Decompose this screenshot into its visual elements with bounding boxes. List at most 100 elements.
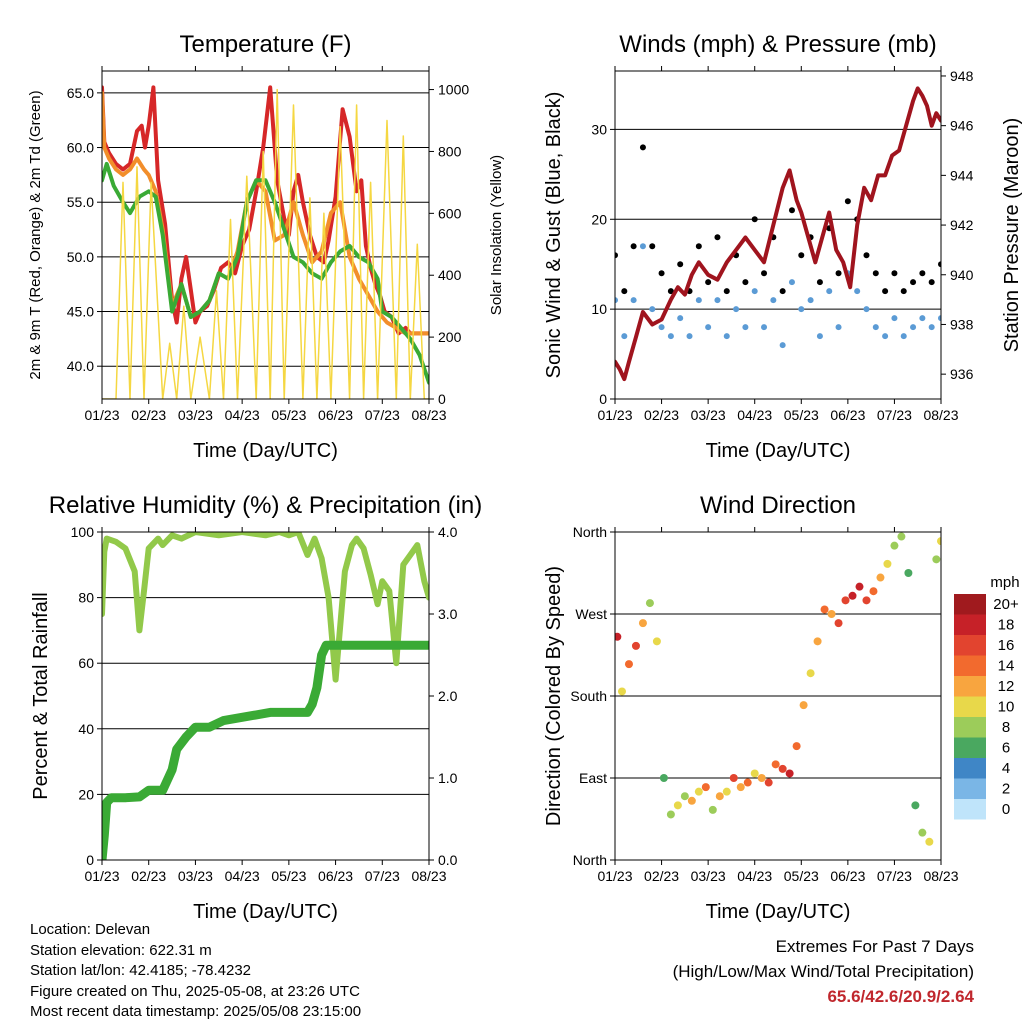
wind-point	[872, 270, 879, 277]
direction-point	[792, 742, 801, 751]
direction-point	[862, 596, 871, 605]
legend-label: 10	[998, 699, 1015, 716]
direction-point	[855, 582, 864, 591]
wind-point	[882, 333, 889, 340]
wind-point	[938, 261, 941, 268]
wind-point	[779, 288, 786, 295]
wind-point	[742, 324, 749, 331]
legend-label: 4	[1002, 760, 1010, 777]
x-tick-label: 04/23	[225, 868, 260, 884]
x-tick-label: 05/23	[784, 868, 819, 884]
direction-point	[624, 660, 633, 669]
direction-point	[631, 641, 640, 650]
y2-tick-label: 2.0	[438, 688, 458, 704]
direction-point	[932, 555, 941, 564]
y2-tick-label: 4.0	[438, 524, 458, 540]
x-tick-label: 06/23	[830, 407, 865, 423]
x-tick-label: 01/23	[597, 407, 632, 423]
wind-point	[816, 279, 823, 286]
wind-point	[705, 279, 712, 286]
direction-point	[687, 796, 696, 805]
direction-point	[785, 769, 794, 778]
y2-tick-label: 940	[950, 267, 974, 283]
x-tick-label: 02/23	[644, 407, 679, 423]
x-tick-label: 07/23	[365, 407, 400, 423]
y-tick-label: East	[579, 770, 607, 786]
wind-point	[882, 288, 889, 295]
x-tick-label: 01/23	[84, 868, 119, 884]
wind-point	[854, 288, 861, 295]
direction-point	[937, 537, 941, 546]
y2-tick-label: 1.0	[438, 770, 458, 786]
legend-swatch	[954, 594, 986, 615]
x-tick-label: 02/23	[131, 868, 166, 884]
x-tick-label: 02/23	[131, 407, 166, 423]
y2-tick-label: 936	[950, 366, 974, 382]
x-tick-label: 03/23	[178, 407, 213, 423]
y2-tick-label: 946	[950, 118, 974, 134]
latlon-text: Station lat/lon: 42.4185; -78.4232	[30, 962, 252, 979]
direction-point	[750, 769, 759, 778]
legend-title: mph	[990, 574, 1019, 591]
legend-swatch	[954, 737, 986, 758]
y-tick-label: North	[573, 524, 607, 540]
direction-point	[701, 783, 710, 792]
y-axis-label: 2m & 9m T (Red, Orange) & 2m Td (Green)	[27, 90, 44, 379]
wind-point	[639, 144, 646, 151]
wind-point	[863, 306, 870, 313]
direction-point	[729, 774, 738, 782]
x-tick-label: 07/23	[365, 868, 400, 884]
legend-label: 18	[998, 617, 1015, 634]
direction-point	[666, 810, 675, 819]
legend-label: 20+	[993, 596, 1019, 613]
y2-tick-label: 0.0	[438, 852, 458, 868]
wind-point	[910, 279, 917, 286]
legend-swatch	[954, 717, 986, 738]
x-tick-label: 05/23	[784, 407, 819, 423]
station-info: Location: Delevan Station elevation: 622…	[30, 920, 361, 1023]
x-tick-label: 06/23	[318, 407, 353, 423]
series-line	[102, 640, 429, 860]
x-tick-label: 02/23	[644, 868, 679, 884]
extremes-box: Extremes For Past 7 Days (High/Low/Max W…	[673, 934, 974, 1009]
wind-point	[639, 243, 646, 250]
wind-point	[872, 324, 879, 331]
x-tick-label: 03/23	[178, 868, 213, 884]
wind-point	[630, 243, 637, 250]
elevation-text: Station elevation: 622.31 m	[30, 941, 212, 959]
plot-frame	[101, 70, 430, 400]
y-tick-label: 55.0	[67, 194, 94, 210]
wind-point	[686, 333, 693, 340]
chart-panel-3: Relative Humidity (%) & Precipitation (i…	[30, 492, 482, 923]
direction-point	[918, 828, 927, 837]
y-tick-label: 60.0	[67, 140, 94, 156]
wind-point	[658, 270, 665, 277]
wind-point	[742, 279, 749, 286]
direction-point	[659, 774, 668, 782]
direction-point	[848, 591, 857, 600]
y-tick-label: 80	[78, 590, 94, 606]
y2-tick-label: 942	[950, 217, 974, 233]
wind-point	[891, 315, 898, 322]
legend-label: 2	[1002, 781, 1010, 798]
series-line	[102, 161, 429, 385]
direction-point	[638, 619, 647, 628]
wind-point	[667, 288, 674, 295]
legend-label: 6	[1002, 740, 1010, 757]
direction-point	[778, 764, 787, 773]
direction-point	[771, 760, 780, 769]
direction-point	[615, 632, 622, 641]
x-tick-label: 01/23	[597, 868, 632, 884]
direction-point	[617, 687, 626, 696]
extremes-values: 65.6/42.6/20.9/2.64	[827, 987, 974, 1006]
extremes-title: Extremes For Past 7 Days	[775, 937, 974, 956]
direction-point	[673, 801, 682, 810]
chart-title: Winds (mph) & Pressure (mb)	[619, 31, 936, 58]
y2-tick-label: 600	[438, 205, 462, 221]
y-tick-label: 45.0	[67, 304, 94, 320]
chart-panel-4: Wind Direction Time (Day/UTC) Direction (C…	[543, 492, 1020, 923]
y-tick-label: 20	[591, 211, 607, 227]
chart-panel-1: Temperature (F) Time (Day/UTC) 2m & 9m T (…	[27, 31, 505, 462]
x-tick-label: 03/23	[691, 407, 726, 423]
direction-point	[834, 619, 843, 628]
